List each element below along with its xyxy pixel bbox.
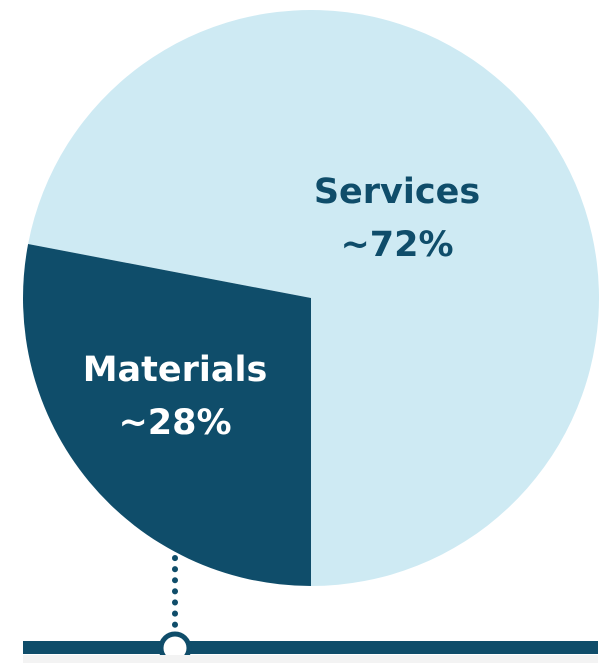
services-label: Services — [314, 172, 480, 212]
pie-slices — [22, 10, 600, 586]
services-value-label: ~72% — [340, 225, 453, 265]
bottom-panel — [23, 655, 598, 663]
materials-label: Materials — [83, 350, 268, 390]
materials-value-label: ~28% — [118, 403, 231, 443]
timeline-rule — [23, 641, 598, 654]
pie-slice-materials — [22, 244, 311, 586]
pie-slice-services — [28, 10, 600, 586]
